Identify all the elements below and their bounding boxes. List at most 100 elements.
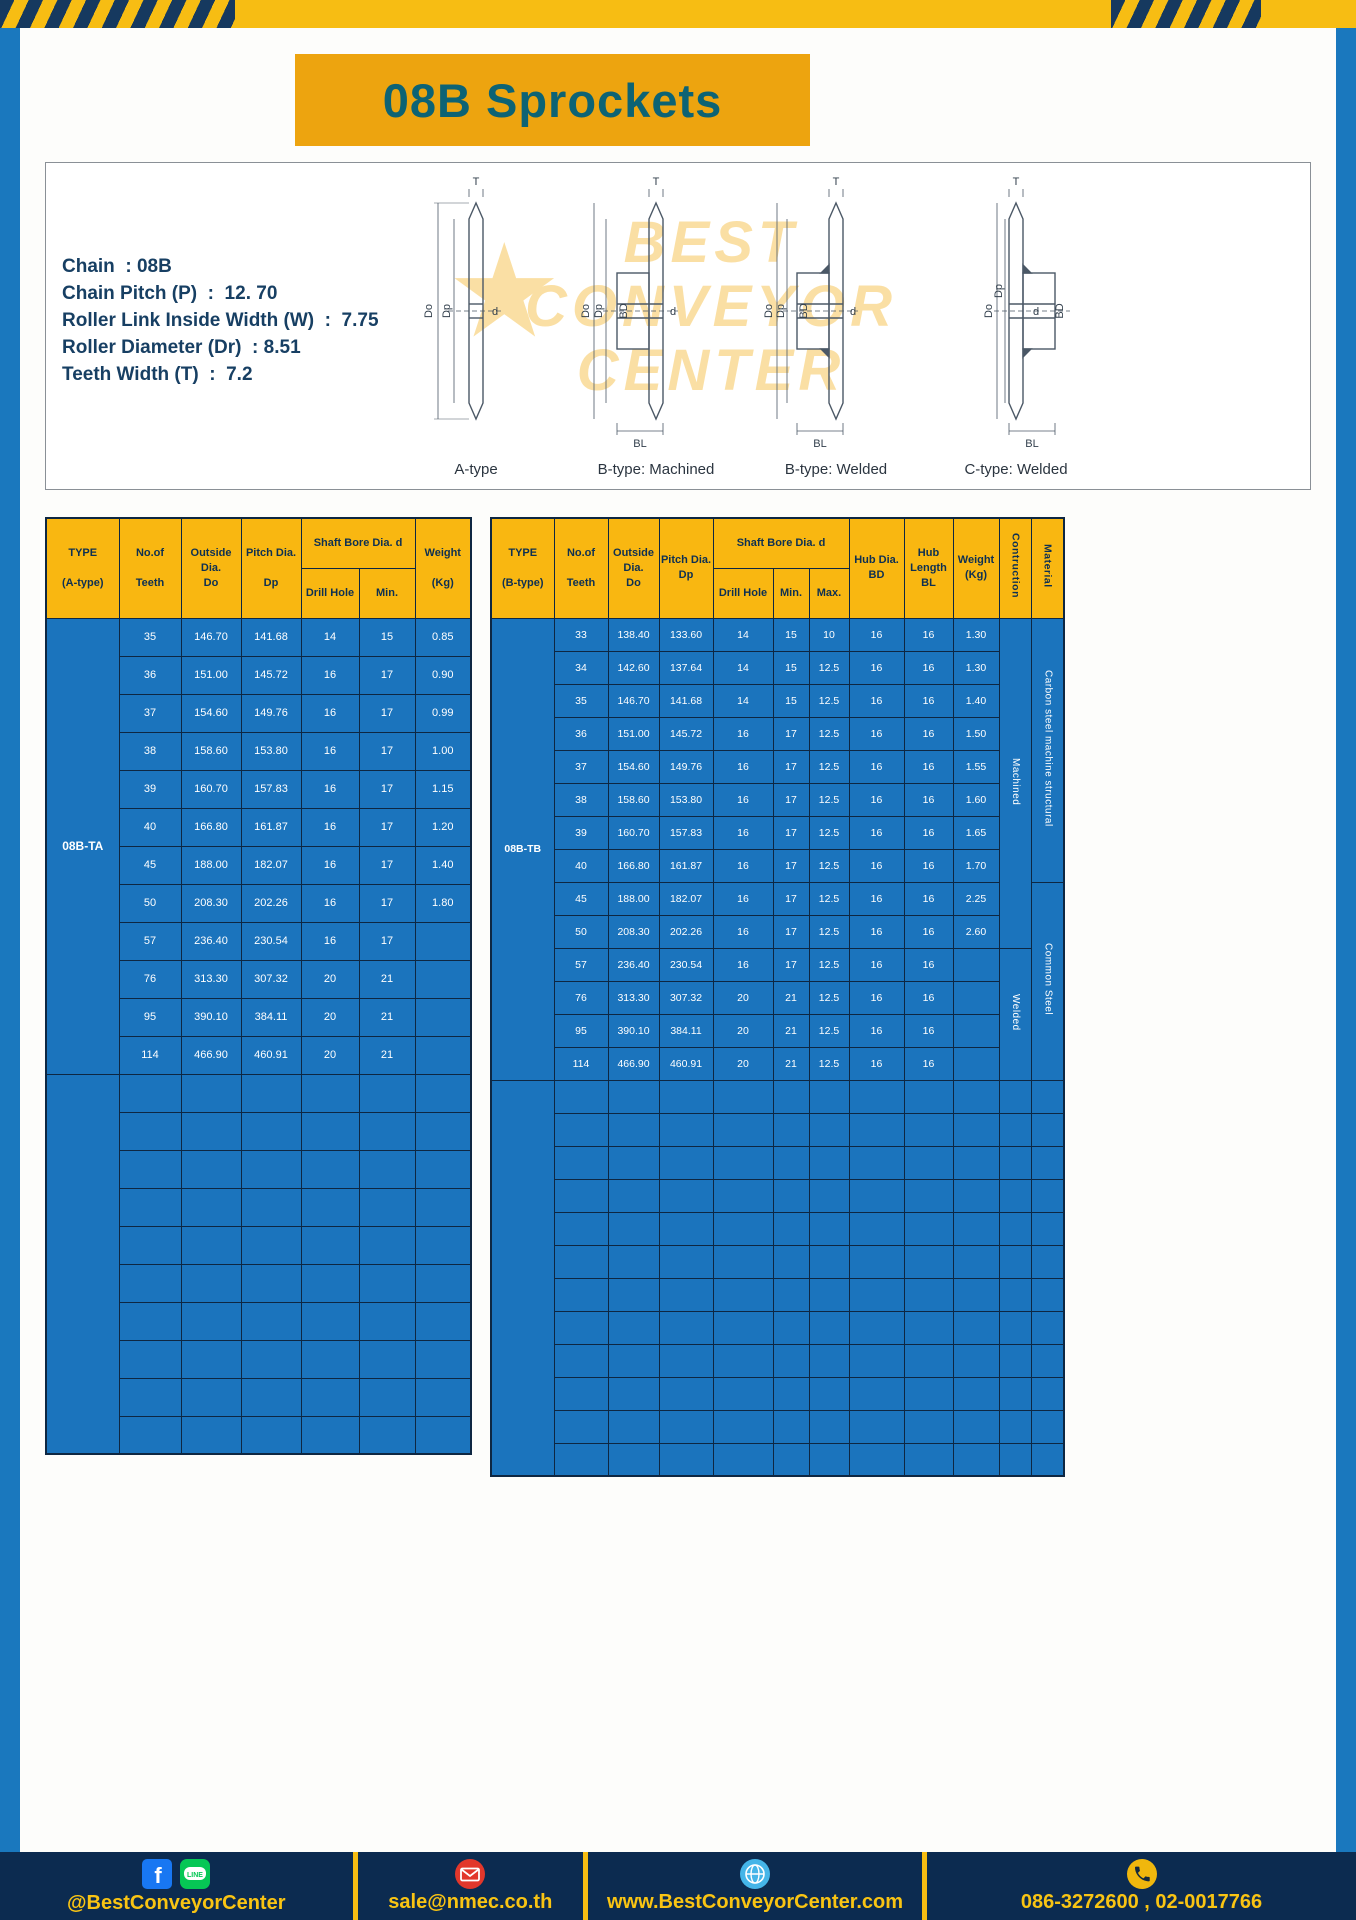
- table-cell: [952, 1178, 1000, 1213]
- table-cell: [118, 1377, 182, 1417]
- table-cell: [772, 1244, 810, 1279]
- table-cell: 57: [553, 947, 609, 982]
- table-row: 45 188.00 182.07 16 17 12.5 16 16 2.25 Common Ste…: [491, 881, 1065, 1081]
- globe-icon[interactable]: [740, 1858, 771, 1889]
- table-cell: [553, 1277, 609, 1312]
- table-cell: 236.40: [180, 921, 242, 961]
- table-cell: 307.32: [240, 959, 302, 999]
- line-icon[interactable]: LINE: [180, 1858, 211, 1889]
- table-cell: 14: [712, 650, 774, 685]
- table-cell: [1030, 1145, 1065, 1180]
- table-cell: 137.64: [658, 650, 714, 685]
- table-cell: [240, 1263, 302, 1303]
- dim-label-Dp: Dp: [593, 304, 605, 318]
- table-cell: [553, 1409, 609, 1444]
- table-cell: 21: [772, 1046, 810, 1081]
- table-cell: 45: [118, 845, 182, 885]
- facebook-icon[interactable]: f: [142, 1858, 173, 1889]
- table-cell: [300, 1073, 360, 1113]
- footer-handle[interactable]: @BestConveyorCenter: [67, 1891, 286, 1914]
- header-hub-dia: Hub Dia. BD: [848, 517, 905, 619]
- table-cell: [300, 1111, 360, 1151]
- star-logo-icon: ★: [446, 218, 563, 364]
- header-shaft-bore: Shaft Bore Dia. d: [712, 517, 850, 569]
- table-cell: [998, 1376, 1032, 1411]
- table-row: 34 142.60 137.64 14 15 12.5 16 16 1.30: [491, 650, 1064, 685]
- table-cell: 166.80: [180, 807, 242, 847]
- table-cell: 16: [848, 848, 905, 883]
- table-cell: 17: [772, 881, 810, 916]
- empty-row: [46, 1415, 472, 1455]
- table-cell: 384.11: [658, 1013, 714, 1048]
- type-cell: [490, 1079, 555, 1477]
- table-cell: [414, 921, 472, 961]
- table-cell: [658, 1376, 714, 1411]
- table-cell: [848, 1211, 905, 1246]
- table-row: 08B-TB 33 138.40 133.60 14 15 10 16 16 1.30 Machin…: [490, 617, 1065, 1081]
- table-cell: 15: [772, 683, 810, 718]
- table-cell: [118, 1149, 182, 1189]
- table-row: 37 154.60 149.76 16 17 12.5 16 16 1.55: [491, 749, 1064, 784]
- empty-row: [491, 1112, 1065, 1147]
- table-cell: 38: [118, 731, 182, 771]
- table-cell: [118, 1225, 182, 1265]
- table-cell: 1.00: [414, 731, 472, 771]
- a-type-diagram: [434, 189, 504, 421]
- type-cell: [45, 1073, 120, 1455]
- table-cell: 16: [712, 749, 774, 784]
- table-row: 40 166.80 161.87 16 17 1.20: [46, 807, 472, 847]
- phone-icon[interactable]: [1126, 1858, 1157, 1889]
- table-cell: 16: [712, 782, 774, 817]
- table-cell: [772, 1376, 810, 1411]
- table-cell: [952, 980, 1000, 1015]
- footer-email[interactable]: sale@nmec.co.th: [388, 1890, 553, 1913]
- top-bar-fill: [235, 0, 1111, 28]
- table-cell: 17: [358, 693, 416, 733]
- title-banner: 08B Sprockets: [295, 54, 810, 146]
- table-cell: 76: [118, 959, 182, 999]
- dim-label-Do: Do: [983, 304, 995, 318]
- header-hub-length: Hub Length BL: [903, 517, 954, 619]
- table-cell: [658, 1178, 714, 1213]
- table-cell: 17: [772, 815, 810, 850]
- dim-label-BD: BD: [618, 303, 630, 318]
- table-cell: 17: [772, 947, 810, 982]
- table-row: 36 151.00 145.72 16 17 12.5 16 16 1.50: [491, 716, 1064, 751]
- table-cell: 12.5: [808, 782, 850, 817]
- table-cell: [712, 1310, 774, 1345]
- table-row: 76 313.30 307.32 20 21: [46, 959, 472, 999]
- table-row: 95 390.10 384.11 20 21: [46, 997, 472, 1037]
- table-cell: [848, 1244, 905, 1279]
- table-cell: [658, 1277, 714, 1312]
- dim-label-Dp: Dp: [993, 284, 1005, 298]
- table-cell: 17: [358, 769, 416, 809]
- table-cell: 17: [358, 731, 416, 771]
- table-cell: 16: [712, 716, 774, 751]
- table-cell: 36: [118, 655, 182, 695]
- footer-phone[interactable]: 086-3272600 , 02-0017766: [1020, 1890, 1263, 1913]
- table-cell: [300, 1377, 360, 1417]
- footer-website[interactable]: www.BestConveyorCenter.com: [607, 1890, 904, 1913]
- table-cell: [607, 1079, 660, 1114]
- table-cell: 21: [358, 997, 416, 1037]
- table-cell: 16: [300, 807, 360, 847]
- table-row: 50 208.30 202.26 16 17 1.80: [46, 883, 472, 923]
- table-cell: [712, 1178, 774, 1213]
- type-cell: 08B-TB: [490, 617, 555, 1081]
- spec-line: Teeth Width (T) : 7.2: [62, 364, 253, 385]
- table-cell: [712, 1079, 774, 1114]
- table-row: 38 158.60 153.80 16 17 1.00: [46, 731, 472, 771]
- table-cell: 16: [903, 1013, 954, 1048]
- table-cell: 188.00: [607, 881, 660, 916]
- b-type-welded-diagram: [776, 189, 858, 435]
- header-min: Min.: [772, 567, 810, 619]
- table-cell: [1030, 1442, 1065, 1477]
- b-type-machined-diagram: [593, 189, 678, 435]
- table-cell: 114: [118, 1035, 182, 1075]
- email-icon[interactable]: [455, 1858, 486, 1889]
- table-cell: 50: [553, 914, 609, 949]
- empty-row: [491, 1442, 1065, 1477]
- table-cell: [240, 1377, 302, 1417]
- table-cell: 1.20: [414, 807, 472, 847]
- table-cell: 16: [903, 782, 954, 817]
